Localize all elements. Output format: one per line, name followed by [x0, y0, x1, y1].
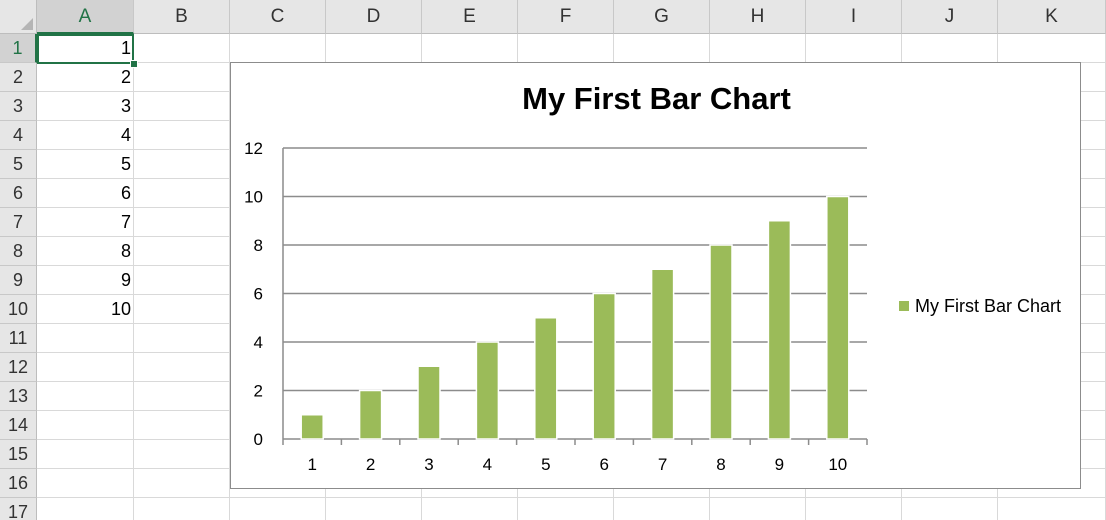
bar-7[interactable]: [650, 268, 675, 440]
y-tick-label: 10: [244, 188, 263, 207]
row-header-4[interactable]: 4: [0, 121, 37, 150]
column-header-e[interactable]: E: [422, 0, 518, 34]
column-header-d[interactable]: D: [326, 0, 422, 34]
x-tick-label: 9: [775, 455, 784, 474]
column-header-i[interactable]: I: [806, 0, 902, 34]
bar-chart[interactable]: My First Bar Chart 0 2 4 6 8 10 12 1 2 3 4 5 6 7 8 9 10 …: [230, 62, 1081, 489]
bar-6[interactable]: [592, 292, 616, 440]
cell-a10[interactable]: 10: [110, 299, 131, 319]
row-header-5[interactable]: 5: [0, 150, 37, 179]
bar-9[interactable]: [767, 220, 792, 440]
row-header-1[interactable]: 1: [0, 34, 37, 63]
column-header-a[interactable]: A: [37, 0, 134, 34]
y-tick-label: 0: [254, 430, 263, 449]
bar-1[interactable]: [300, 414, 324, 440]
active-cell-a1[interactable]: [37, 34, 134, 64]
row-header-10[interactable]: 10: [0, 295, 37, 324]
column-header-h[interactable]: H: [710, 0, 806, 34]
y-tick-label: 2: [254, 382, 263, 401]
x-tick-label: 10: [828, 455, 847, 474]
chart-legend[interactable]: My First Bar Chart: [899, 295, 1061, 317]
x-tick-label: 4: [483, 455, 492, 474]
cell-a6[interactable]: 6: [120, 183, 131, 203]
x-tick-label: 3: [424, 455, 433, 474]
row-header-12[interactable]: 12: [0, 353, 37, 382]
cell-a4[interactable]: 4: [120, 125, 131, 145]
x-tick-label: 5: [541, 455, 550, 474]
row-header-6[interactable]: 6: [0, 179, 37, 208]
row-header-7[interactable]: 7: [0, 208, 37, 237]
cell-a3[interactable]: 3: [120, 96, 131, 116]
legend-swatch: [899, 301, 909, 311]
cell-a2[interactable]: 2: [120, 67, 131, 87]
bar-3[interactable]: [417, 365, 441, 440]
grid-horizontal-line: [37, 497, 1106, 498]
column-header-j[interactable]: J: [902, 0, 998, 34]
grid-vertical-line: [229, 34, 230, 520]
row-header-15[interactable]: 15: [0, 440, 37, 469]
y-tick-label: 6: [254, 285, 263, 304]
row-header-17[interactable]: 17: [0, 498, 37, 520]
cell-a1[interactable]: 1: [120, 38, 131, 58]
bar-5[interactable]: [534, 317, 558, 440]
column-header-b[interactable]: B: [134, 0, 230, 34]
cell-a9[interactable]: 9: [120, 270, 131, 290]
row-header-8[interactable]: 8: [0, 237, 37, 266]
select-all-button[interactable]: [0, 0, 37, 34]
x-tick-label: 2: [366, 455, 375, 474]
y-tick-label: 12: [244, 139, 263, 158]
x-tick-label: 6: [599, 455, 608, 474]
legend-label: My First Bar Chart: [915, 295, 1062, 316]
cell-a7[interactable]: 7: [120, 212, 131, 232]
row-header-9[interactable]: 9: [0, 266, 37, 295]
row-header-3[interactable]: 3: [0, 92, 37, 121]
bar-4[interactable]: [475, 341, 500, 440]
x-tick-label: 7: [658, 455, 667, 474]
y-tick-label: 4: [254, 333, 263, 352]
column-header-g[interactable]: G: [614, 0, 710, 34]
grid-vertical-line: [133, 34, 134, 520]
column-header-c[interactable]: C: [230, 0, 326, 34]
x-tick-label: 1: [307, 455, 316, 474]
row-header-13[interactable]: 13: [0, 382, 37, 411]
column-header-k[interactable]: K: [998, 0, 1106, 34]
x-tick-label: 8: [716, 455, 725, 474]
column-header-f[interactable]: F: [518, 0, 614, 34]
bar-10[interactable]: [826, 195, 850, 440]
y-tick-label: 8: [254, 236, 263, 255]
row-header-11[interactable]: 11: [0, 324, 37, 353]
cell-a5[interactable]: 5: [120, 154, 131, 174]
row-header-14[interactable]: 14: [0, 411, 37, 440]
cell-a8[interactable]: 8: [120, 241, 131, 261]
bar-2[interactable]: [358, 389, 383, 440]
row-header-2[interactable]: 2: [0, 63, 37, 92]
fill-handle[interactable]: [130, 60, 138, 68]
row-header-16[interactable]: 16: [0, 469, 37, 498]
select-all-triangle-icon: [21, 18, 33, 30]
bar-8[interactable]: [709, 244, 733, 440]
chart-title[interactable]: My First Bar Chart: [522, 81, 791, 116]
